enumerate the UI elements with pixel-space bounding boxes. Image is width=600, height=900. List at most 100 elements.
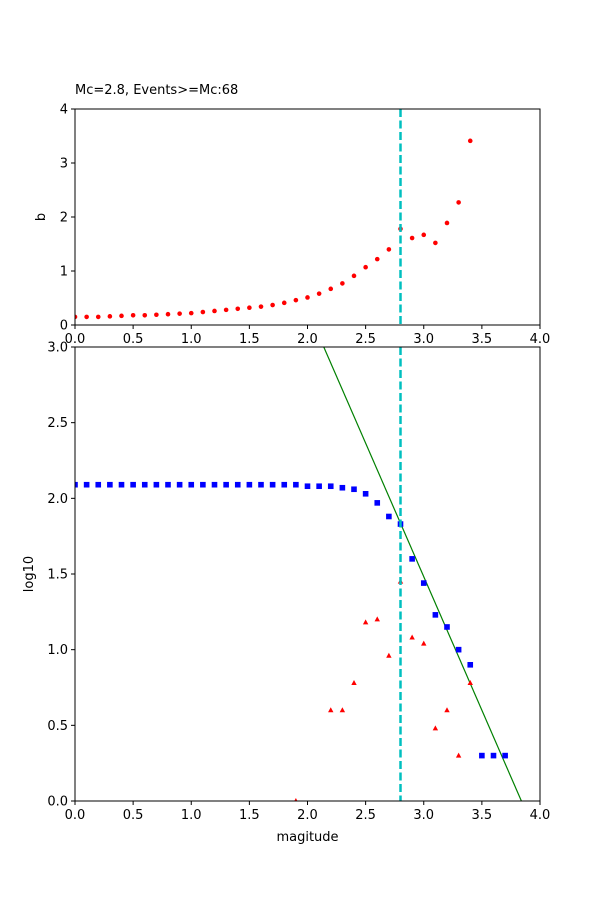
magnitude-chart-ytick-label: 3.0: [47, 341, 68, 356]
magnitude-chart-series-1-point: [176, 481, 183, 488]
magnitude-chart-series-2-point: [455, 752, 462, 758]
magnitude-chart-series-1-point: [293, 481, 299, 488]
bvalue-chart-series-1-point: [75, 314, 78, 320]
bvalue-chart-series-1-point: [363, 264, 368, 270]
plot-content-layer: [75, 109, 522, 801]
bvalue-chart-series-1-point: [258, 304, 264, 309]
bvalue-chart-ytick-label: 3: [60, 157, 68, 172]
magnitude-chart-xtick-label: 3.5: [472, 808, 493, 823]
magnitude-chart-plot-area: [75, 347, 522, 801]
magnitude-chart-xtick-label: 0.0: [65, 808, 86, 823]
bvalue-chart-series-1-point: [328, 286, 334, 292]
bvalue-chart-xtick-label: 2.5: [355, 332, 376, 347]
magnitude-chart-series-2-point: [374, 616, 380, 622]
magnitude-chart-series-1-point: [223, 481, 229, 488]
axes-frames-layer: [71, 108, 541, 805]
magnitude-chart-ytick-label: 0.5: [47, 719, 68, 734]
magnitude-chart-series-1-point: [83, 481, 90, 488]
bvalue-chart-xtick-label: 0.0: [65, 332, 86, 347]
magnitude-chart-series-2-point: [421, 640, 427, 646]
magnitude-chart-xtick-label: 2.5: [355, 808, 376, 823]
magnitude-chart-ytick-label: 1.0: [47, 643, 68, 658]
bvalue-chart-ylabel: b: [34, 213, 49, 221]
bvalue-chart-xtick-label: 1.5: [239, 332, 260, 347]
magnitude-chart-series-1-point: [444, 624, 450, 630]
magnitude-chart-series-1-point: [432, 612, 439, 618]
labels-layer: 0.0 0.5 1.0 1.5 2.0 2.5 3.0 3.5 4.0 0 1 2 3 4 b Mc=2.8,…: [22, 83, 550, 845]
magnitude-chart-fit-line: [323, 347, 522, 801]
bvalue-chart-ytick-label: 4: [60, 103, 68, 118]
bvalue-chart-xtick-label: 3.0: [413, 332, 434, 347]
bvalue-chart-ytick-label: 0: [60, 319, 68, 334]
bvalue-chart-series-1-point: [433, 240, 438, 246]
bvalue-chart-series-1-point: [188, 310, 194, 316]
magnitude-chart-series-1-point: [362, 490, 369, 497]
magnitude-chart-series-1-point: [479, 752, 485, 759]
magnitude-chart-series-2-point: [467, 679, 473, 685]
bvalue-chart-series-1-point: [107, 314, 113, 319]
magnitude-chart-series-1-point: [258, 481, 264, 488]
magnitude-chart-ytick-label: 2.0: [47, 492, 68, 507]
magnitude-chart-series-2-point: [444, 707, 450, 713]
magnitude-chart-series-1-point: [490, 752, 497, 759]
bvalue-chart-series-1-point: [235, 306, 241, 312]
magnitude-chart-ylabel: log10: [22, 556, 37, 592]
magnitude-chart-xtick-label: 2.0: [297, 808, 318, 823]
magnitude-chart-series-2-point: [339, 707, 346, 713]
magnitude-chart-series-1-point: [455, 646, 462, 653]
magnitude-chart-series-1-point: [304, 483, 311, 490]
magnitude-chart-xtick-label: 3.0: [413, 808, 434, 823]
bvalue-chart-series-1-point: [340, 281, 345, 286]
magnitude-chart-series-2-point: [328, 707, 334, 713]
magnitude-chart-series-1-point: [75, 481, 78, 488]
magnitude-chart-series-1: [75, 481, 508, 759]
bvalue-chart-series-1-point: [200, 309, 206, 315]
magnitude-chart-series-2-point: [351, 679, 357, 685]
magnitude-chart-series-1-point: [107, 481, 113, 488]
bvalue-chart-series-1-point: [154, 312, 159, 318]
bvalue-chart-xtick-label: 0.5: [123, 332, 144, 347]
bvalue-chart-series-1-point: [247, 305, 252, 311]
magnitude-chart-series-1-point: [165, 481, 171, 488]
bvalue-chart-title: Mc=2.8, Events>=Mc:68: [75, 83, 238, 98]
bvalue-chart-plot-area: [75, 109, 473, 325]
bvalue-chart-series-1-point: [421, 232, 427, 238]
magnitude-chart-xtick-label: 4.0: [530, 808, 551, 823]
bvalue-chart-series-1-point: [305, 295, 310, 300]
magnitude-chart-xtick-label: 1.5: [239, 808, 260, 823]
magnitude-chart-series-2: [294, 578, 473, 801]
bvalue-chart-series-1-point: [270, 302, 275, 308]
magnitude-chart-series-2-point: [294, 798, 298, 801]
magnitude-chart-xtick-label: 0.5: [123, 808, 144, 823]
magnitude-chart-series-1-point: [141, 481, 148, 488]
bvalue-chart-xtick-label: 1.0: [181, 332, 202, 347]
magnitude-chart-series-2-point: [432, 725, 439, 731]
magnitude-chart-ytick-label: 2.5: [47, 416, 68, 431]
bvalue-chart-series-1-point: [444, 220, 450, 226]
magnitude-chart-series-1-point: [409, 556, 415, 562]
bvalue-chart-series-1-point: [130, 312, 136, 318]
bvalue-chart-ytick-label: 2: [60, 211, 68, 226]
magnitude-chart-series-1-point: [339, 484, 346, 491]
bvalue-chart-series-1-point: [119, 313, 124, 319]
magnitude-chart-series-1-point: [351, 486, 357, 493]
magnitude-chart-series-1-point: [502, 752, 508, 759]
magnitude-chart-series-1-point: [211, 481, 218, 488]
magnitude-chart-series-1-point: [200, 481, 206, 488]
magnitude-chart-series-1-point: [130, 481, 136, 488]
bvalue-chart-xtick-label: 4.0: [530, 332, 551, 347]
bvalue-chart-series-1-point: [316, 291, 322, 296]
magnitude-chart-series-2-point: [409, 634, 415, 640]
bvalue-chart-series-1-point: [374, 256, 380, 262]
magnitude-chart-series-1-point: [269, 481, 276, 488]
magnitude-chart-series-1-point: [420, 580, 427, 586]
bvalue-chart-series-1-point: [95, 314, 101, 320]
bvalue-chart-ytick-label: 1: [60, 265, 68, 280]
bvalue-chart-xtick-label: 2.0: [297, 332, 318, 347]
magnitude-chart-series-1-point: [153, 481, 160, 488]
magnitude-chart-series-2-point: [362, 619, 369, 625]
magnitude-chart-series-1-point: [246, 481, 253, 488]
magnitude-chart-xlabel: magitude: [276, 830, 338, 845]
